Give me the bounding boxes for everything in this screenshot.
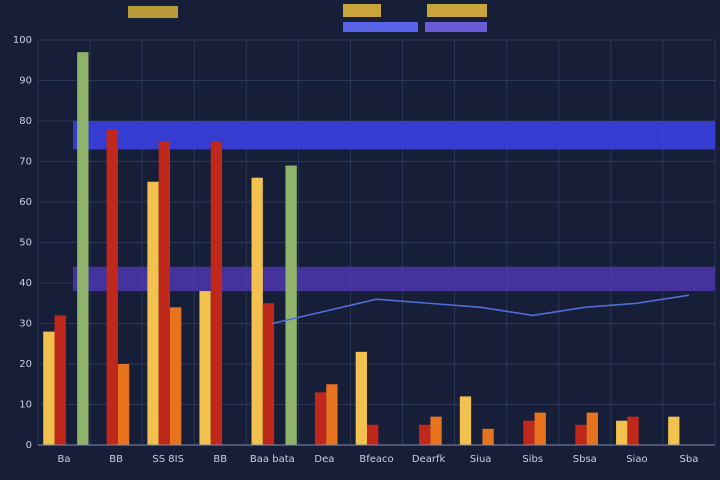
x-tick-label: Sba: [680, 454, 699, 465]
y-tick-label: 0: [26, 440, 32, 451]
bar: [210, 141, 223, 445]
x-tick-label: Sibs: [522, 454, 543, 465]
band: [73, 266, 715, 292]
bar: [147, 181, 159, 445]
band: [73, 121, 715, 150]
y-tick-label: 30: [19, 319, 32, 330]
bar: [430, 416, 442, 445]
header-badge: [427, 4, 487, 17]
y-tick-label: 100: [13, 35, 32, 46]
x-tick-label: BB: [109, 454, 123, 465]
bar: [482, 428, 494, 445]
bar: [43, 331, 55, 445]
bar: [575, 424, 587, 445]
bar: [355, 351, 367, 445]
x-tick-label: Ba: [58, 454, 71, 465]
y-tick-label: 50: [19, 238, 32, 249]
line: [272, 294, 690, 325]
y-tick-label: 90: [19, 76, 32, 87]
bar: [326, 384, 338, 445]
bar: [534, 412, 546, 445]
header-bar: [343, 22, 418, 32]
bar: [106, 129, 118, 445]
bar: [117, 364, 130, 445]
bar: [668, 416, 680, 445]
bar: [251, 177, 263, 445]
y-tick-label: 10: [19, 400, 32, 411]
bar: [262, 303, 275, 445]
x-tick-label: Siua: [470, 454, 492, 465]
bar: [285, 165, 297, 446]
bar: [314, 392, 327, 445]
y-tick-label: 80: [19, 116, 32, 127]
header-badge: [343, 4, 381, 17]
bar: [586, 412, 598, 445]
bar: [77, 52, 89, 446]
x-tick-label: Siao: [626, 454, 647, 465]
bar: [523, 420, 535, 445]
x-tick-label: Dea: [314, 454, 334, 465]
bar: [199, 291, 211, 445]
bar: [459, 396, 472, 445]
y-tick-label: 60: [19, 197, 32, 208]
x-tick-label: Sbsa: [573, 454, 597, 465]
x-tick-label: BB: [213, 454, 227, 465]
y-tick-label: 70: [19, 157, 32, 168]
bar: [627, 416, 639, 445]
y-tick-label: 40: [19, 278, 32, 289]
bar: [170, 307, 182, 445]
bar: [366, 424, 379, 445]
bar: [419, 424, 431, 445]
bar: [616, 420, 628, 445]
header-badge: [128, 6, 178, 18]
x-tick-label: Bfeaco: [359, 454, 393, 465]
x-tick-label: SS 8IS: [152, 454, 184, 465]
bar: [158, 141, 171, 445]
x-tick-label: Baa bata: [250, 454, 295, 465]
x-tick-label: Dearfk: [412, 454, 446, 465]
bar: [54, 315, 66, 445]
y-tick-label: 20: [19, 359, 32, 370]
header-bar: [425, 22, 487, 32]
